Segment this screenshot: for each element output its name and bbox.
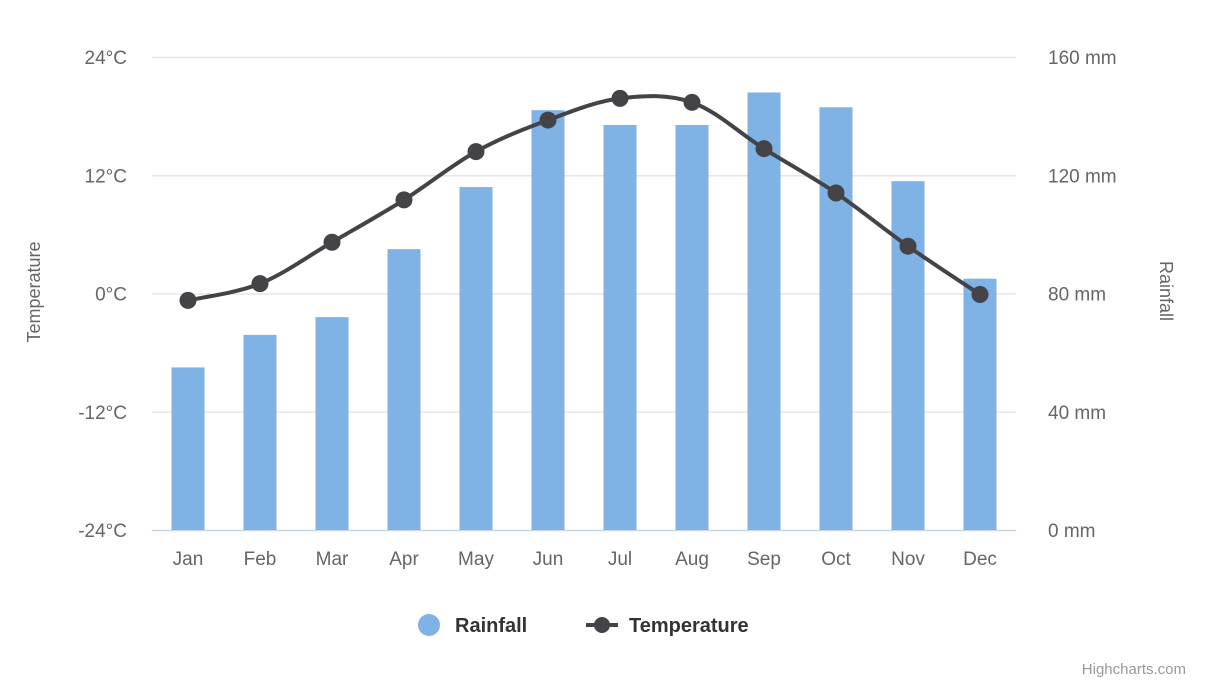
rainfall-bar-mar[interactable] xyxy=(315,317,349,530)
month-label-dec: Dec xyxy=(963,549,997,570)
legend-rainfall-label: Rainfall xyxy=(455,615,527,637)
rainfall-bar-may[interactable] xyxy=(459,187,493,530)
temperature-point-jan[interactable] xyxy=(179,291,197,309)
highcharts-credits-link[interactable]: Highcharts.com xyxy=(1082,661,1186,678)
temperature-point-jul[interactable] xyxy=(611,89,629,107)
rainfall-bar-jul[interactable] xyxy=(603,124,637,531)
temperature-point-aug[interactable] xyxy=(683,93,701,111)
rainfall-bar-oct[interactable] xyxy=(819,107,853,530)
temperature-series xyxy=(179,89,989,309)
rain-tick-label: 80 mm xyxy=(1048,285,1106,306)
rainfall-bar-dec[interactable] xyxy=(963,278,997,530)
month-label-apr: Apr xyxy=(389,549,419,570)
month-label-aug: Aug xyxy=(675,549,709,570)
temperature-point-feb[interactable] xyxy=(251,275,269,293)
temperature-legend-dot-icon xyxy=(594,617,610,633)
rain-tick-label: 0 mm xyxy=(1048,521,1096,542)
temp-tick-label: -24°C xyxy=(78,521,127,542)
temperature-point-nov[interactable] xyxy=(899,237,917,255)
gridlines xyxy=(152,56,1016,413)
temp-tick-label: 24°C xyxy=(85,48,127,69)
month-label-sep: Sep xyxy=(747,549,781,570)
temperature-point-jun[interactable] xyxy=(539,111,557,129)
temp-tick-label: 12°C xyxy=(85,166,127,187)
rainfall-bar-sep[interactable] xyxy=(747,92,781,530)
month-label-feb: Feb xyxy=(244,549,277,570)
month-axis-labels: Jan Feb Mar Apr May Jun Jul Aug Sep Oct Nov Dec xyxy=(173,549,997,570)
legend-item-temperature[interactable]: Temperature xyxy=(586,615,749,637)
rainfall-bar-nov[interactable] xyxy=(891,181,925,530)
legend: Rainfall Temperature xyxy=(418,614,749,637)
temperature-point-sep[interactable] xyxy=(755,140,773,158)
temp-tick-label: -12°C xyxy=(78,403,127,424)
temperature-point-mar[interactable] xyxy=(323,233,341,251)
temperature-point-dec[interactable] xyxy=(971,285,989,303)
month-label-oct: Oct xyxy=(821,549,851,570)
rainfall-bars xyxy=(171,92,997,531)
legend-item-rainfall[interactable]: Rainfall xyxy=(418,614,527,637)
rainfall-bar-feb[interactable] xyxy=(243,334,277,530)
month-label-mar: Mar xyxy=(316,549,349,570)
rainfall-legend-marker-icon xyxy=(418,614,440,636)
rainfall-bar-jan[interactable] xyxy=(171,367,205,530)
rainfall-axis-labels: 160 mm 120 mm 80 mm 40 mm 0 mm xyxy=(1048,48,1117,542)
temperature-line xyxy=(186,94,982,303)
temperature-point-apr[interactable] xyxy=(395,191,413,209)
rainfall-bar-jun[interactable] xyxy=(531,110,565,531)
month-label-may: May xyxy=(458,549,494,570)
month-label-jun: Jun xyxy=(533,549,564,570)
temperature-point-may[interactable] xyxy=(467,143,485,161)
month-label-jul: Jul xyxy=(608,549,632,570)
temperature-axis-labels: 24°C 12°C 0°C -12°C -24°C xyxy=(78,48,127,542)
rain-tick-label: 120 mm xyxy=(1048,166,1117,187)
rainfall-bar-aug[interactable] xyxy=(675,124,709,531)
month-label-jan: Jan xyxy=(173,549,204,570)
temperature-point-oct[interactable] xyxy=(827,184,845,202)
legend-temperature-label: Temperature xyxy=(629,615,749,637)
rainfall-bar-apr[interactable] xyxy=(387,249,421,530)
rain-tick-label: 160 mm xyxy=(1048,48,1117,69)
left-axis-title: Temperature xyxy=(24,241,44,342)
rain-tick-label: 40 mm xyxy=(1048,403,1106,424)
month-label-nov: Nov xyxy=(891,549,925,570)
temp-tick-label: 0°C xyxy=(95,285,127,306)
right-axis-title: Rainfall xyxy=(1156,261,1176,321)
